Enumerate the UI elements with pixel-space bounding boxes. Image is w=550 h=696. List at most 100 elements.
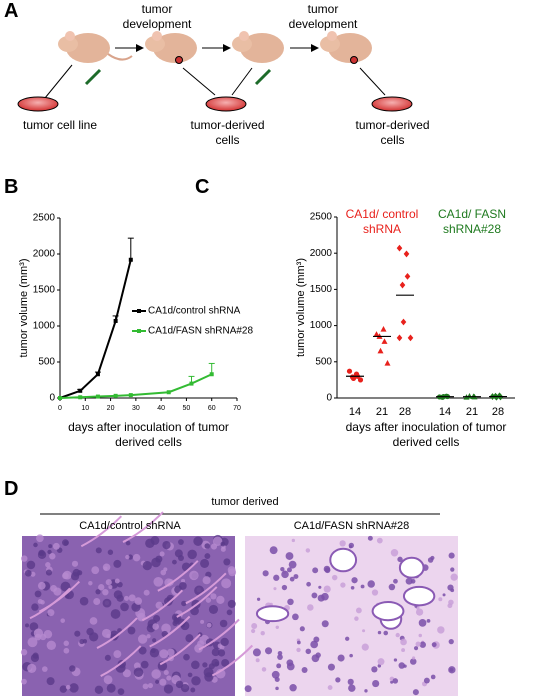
y-axis-label: tumor volume (mm³) [295,258,307,357]
point [381,338,388,344]
point [403,250,410,258]
nucleus [392,678,399,684]
nucleus [286,567,292,573]
x-axis-label: days after inoculation of tumor derived … [68,420,229,449]
nucleus [45,569,53,576]
nucleus [202,576,211,585]
group-label: CA1d/ control shRNA [345,207,419,236]
nucleus [288,560,297,569]
stroma [211,644,254,677]
marker [128,393,133,398]
nucleus [289,576,295,582]
nucleus [189,570,199,581]
point [404,272,411,280]
connector [182,67,216,96]
stroma [38,580,81,613]
nucleus [321,592,329,601]
nucleus [217,643,223,649]
nucleus [82,639,88,644]
nucleus [449,667,454,672]
nucleus [98,584,105,591]
nucleus [202,662,208,668]
nucleus [340,582,346,588]
nucleus [271,670,280,679]
nucleus [383,630,389,636]
nucleus [125,554,130,560]
dish-label: tumor cell line [22,118,98,132]
nucleus [277,654,283,660]
nucleus [307,604,314,611]
nucleus [305,648,312,655]
nucleus [171,613,180,622]
nucleus [138,646,147,655]
nucleus [269,546,278,555]
gland [371,601,405,622]
nucleus [335,677,341,683]
nucleus [120,602,129,612]
nucleus [159,678,167,686]
connector [231,67,253,96]
nucleus [34,590,42,598]
nucleus [152,623,160,630]
nucleus [367,580,375,588]
nucleus [442,593,446,597]
nucleus [354,616,359,621]
nucleus [152,638,157,643]
nucleus [155,601,163,609]
x-tick-label: 20 [107,405,115,412]
connector [44,64,73,99]
nucleus [46,640,57,650]
nucleus [220,546,226,552]
nucleus [244,685,252,693]
nucleus [114,578,120,584]
gland [255,605,290,623]
marker [95,394,100,399]
nucleus [339,540,346,547]
stroma [157,560,199,592]
nucleus [88,581,93,586]
nucleus [291,538,296,543]
nucleus [93,598,101,605]
nucleus [124,595,129,601]
point [350,375,357,382]
nucleus [255,658,260,663]
syringe [84,68,272,86]
nucleus [69,683,79,693]
nucleus [251,628,256,634]
nucleus [101,628,112,638]
panel-label: D [4,478,19,500]
nucleus [415,641,421,647]
nucleus [122,669,131,678]
nucleus [223,558,231,566]
panel-label: A [4,0,19,22]
nucleus [94,685,104,695]
nucleus [31,603,39,611]
nucleus [348,684,356,692]
nucleus [410,658,417,665]
marker [113,318,118,323]
nucleus [109,630,119,640]
nucleus [134,597,143,605]
nucleus [41,666,48,672]
nucleus [20,649,28,656]
nucleus [200,558,210,568]
texture [20,511,458,696]
point [407,334,414,342]
nucleus [183,653,190,661]
nucleus [205,597,212,603]
nucleus [350,585,355,590]
nucleus [388,583,396,591]
marker [78,388,83,393]
nucleus [137,634,148,644]
point [396,334,403,342]
point [377,347,384,354]
nucleus [221,658,230,667]
nucleus [45,562,51,568]
marker [209,372,214,377]
nucleus [221,578,232,589]
nucleus [327,663,335,671]
nucleus [95,547,102,554]
stroma [159,633,201,666]
nucleus [204,553,211,560]
